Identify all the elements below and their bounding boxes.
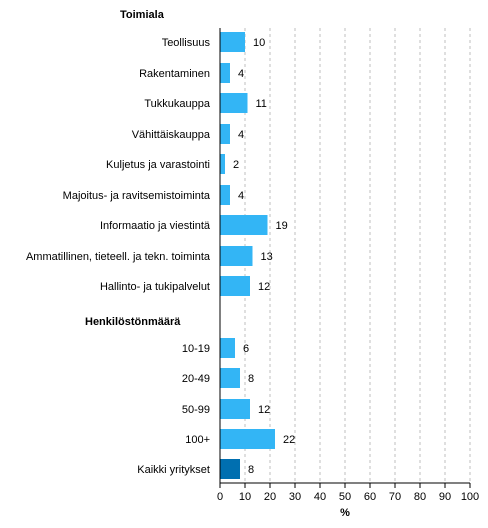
x-tick-label-80: 80 <box>414 491 426 503</box>
x-tick-label-10: 10 <box>239 491 251 503</box>
bar-0-6 <box>220 215 268 235</box>
value-label-1-1: 8 <box>248 373 254 385</box>
value-label-0-3: 4 <box>238 129 244 141</box>
x-tick-label-70: 70 <box>389 491 401 503</box>
bar-0-2 <box>220 93 248 113</box>
value-label-1-0: 6 <box>243 343 249 355</box>
category-label-1-0: 10-19 <box>182 343 210 355</box>
value-label-0-2: 11 <box>256 98 267 110</box>
value-label-0-1: 4 <box>238 68 244 80</box>
category-label-0-7: Ammatillinen, tieteell. ja tekn. toimint… <box>26 251 211 263</box>
x-tick-label-50: 50 <box>339 491 351 503</box>
category-label-0-4: Kuljetus ja varastointi <box>106 159 210 171</box>
bar-0-7 <box>220 246 253 266</box>
bar-1-0 <box>220 338 235 358</box>
x-axis-label: % <box>340 507 350 519</box>
bar-1-3 <box>220 429 275 449</box>
category-label-0-6: Informaatio ja viestintä <box>100 220 211 232</box>
category-label-1-1: 20-49 <box>182 373 210 385</box>
bar-0-4 <box>220 154 225 174</box>
category-label-0-0: Teollisuus <box>162 37 211 49</box>
value-label-1-3: 22 <box>283 434 295 446</box>
category-label-0-8: Hallinto- ja tukipalvelut <box>100 281 210 293</box>
value-label-0-6: 19 <box>276 220 288 232</box>
gridlines <box>244 28 471 483</box>
category-label-1-3: 100+ <box>185 434 210 446</box>
group-title-1: Henkilöstönmäärä <box>85 316 181 328</box>
value-label-0-4: 2 <box>233 159 239 171</box>
category-label-0-1: Rakentaminen <box>139 68 210 80</box>
value-label-0-8: 12 <box>258 281 270 293</box>
bar-0-8 <box>220 276 250 296</box>
bars <box>220 32 275 479</box>
category-label-2-0: Kaikki yritykset <box>137 464 210 476</box>
labels: Toimiala Teollisuus 10 Rakentaminen 4 Tukkuka… <box>26 9 295 476</box>
value-label-2-0: 8 <box>248 464 254 476</box>
category-label-0-3: Vähittäiskauppa <box>132 129 211 141</box>
value-label-0-5: 4 <box>238 190 244 202</box>
bar-0-3 <box>220 124 230 144</box>
x-tick-label-90: 90 <box>439 491 451 503</box>
value-label-0-0: 10 <box>253 37 265 49</box>
bar-0-0 <box>220 32 245 52</box>
group-title-0: Toimiala <box>120 9 165 21</box>
value-label-1-2: 12 <box>258 404 270 416</box>
bar-2-0 <box>220 459 240 479</box>
bar-0-5 <box>220 185 230 205</box>
x-tick-label-30: 30 <box>289 491 301 503</box>
bar-0-1 <box>220 63 230 83</box>
category-label-1-2: 50-99 <box>182 404 210 416</box>
category-label-0-5: Majoitus- ja ravitsemistoiminta <box>63 190 211 202</box>
bar-1-1 <box>220 368 240 388</box>
x-tick-label-60: 60 <box>364 491 376 503</box>
x-tick-label-40: 40 <box>314 491 326 503</box>
x-axis: 0 10 20 30 40 50 60 70 80 90 100% <box>217 28 479 519</box>
bar-1-2 <box>220 399 250 419</box>
x-tick-label-100: 100 <box>461 491 479 503</box>
x-tick-label-0: 0 <box>217 491 223 503</box>
x-tick-label-20: 20 <box>264 491 276 503</box>
value-label-0-7: 13 <box>261 251 273 263</box>
category-label-0-2: Tukkukauppa <box>144 98 211 110</box>
